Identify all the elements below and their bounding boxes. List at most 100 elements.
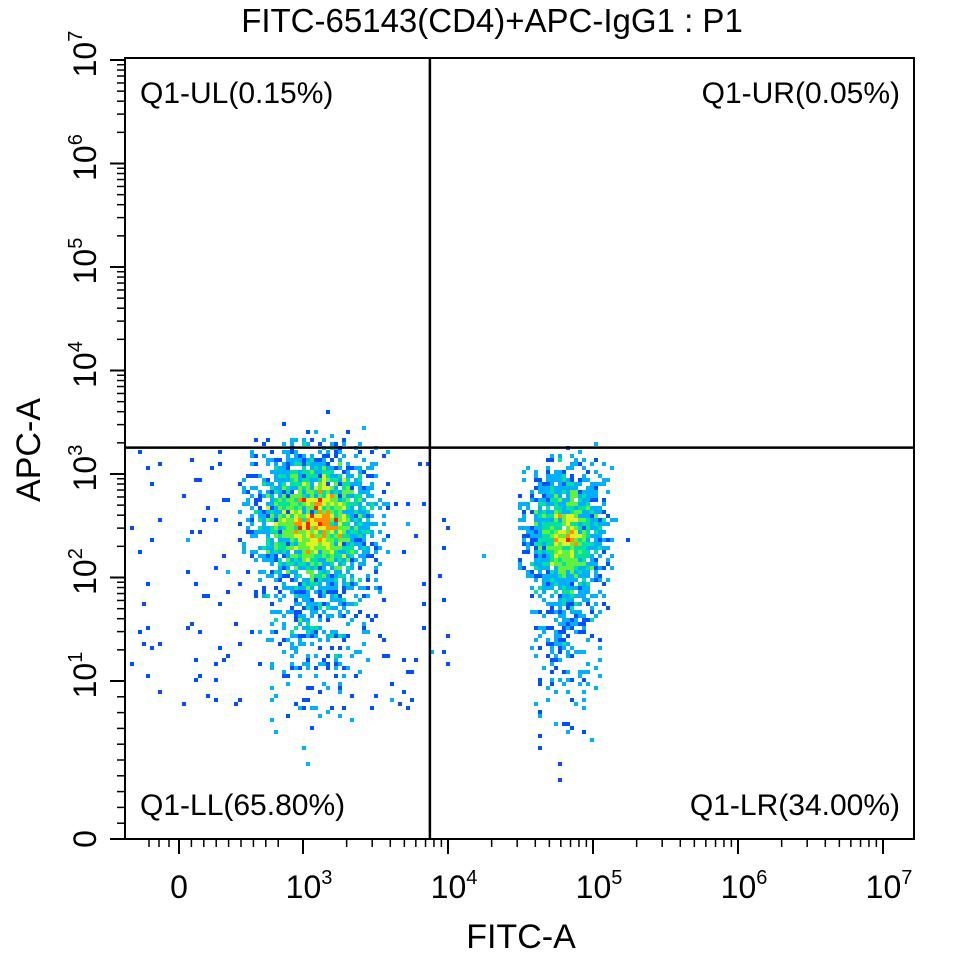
event-dot <box>594 546 598 550</box>
event-dot <box>550 626 554 630</box>
event-dot <box>318 498 322 502</box>
event-dot <box>298 506 302 510</box>
event-dot <box>562 598 566 602</box>
event-dot <box>546 526 550 530</box>
event-dot <box>138 630 142 634</box>
event-dot <box>378 586 382 590</box>
event-dot <box>382 654 386 658</box>
event-dot <box>566 566 570 570</box>
event-dot <box>318 594 322 598</box>
event-dot <box>238 698 242 702</box>
event-dot <box>314 546 318 550</box>
event-dot <box>598 526 602 530</box>
event-dot <box>330 514 334 518</box>
event-dot <box>338 534 342 538</box>
event-dot <box>354 534 358 538</box>
event-dot <box>522 542 526 546</box>
event-dot <box>590 738 594 742</box>
event-dot <box>358 478 362 482</box>
event-dot <box>334 522 338 526</box>
event-dot <box>286 562 290 566</box>
event-dot <box>586 506 590 510</box>
event-dot <box>358 578 362 582</box>
event-dot <box>262 510 266 514</box>
event-dot <box>562 542 566 546</box>
event-dot <box>350 654 354 658</box>
event-dot <box>322 658 326 662</box>
event-dot <box>362 530 366 534</box>
event-dot <box>306 622 310 626</box>
event-dot <box>290 442 294 446</box>
event-dot <box>558 570 562 574</box>
event-dot <box>354 466 358 470</box>
event-dot <box>322 570 326 574</box>
event-dot <box>370 514 374 518</box>
event-dot <box>558 582 562 586</box>
event-dot <box>562 482 566 486</box>
event-dot <box>350 574 354 578</box>
event-dot <box>330 598 334 602</box>
event-dot <box>570 558 574 562</box>
event-dot <box>554 478 558 482</box>
event-dot <box>266 506 270 510</box>
event-dot <box>310 642 314 646</box>
event-dot <box>566 622 570 626</box>
event-dot <box>342 606 346 610</box>
event-dot <box>314 514 318 518</box>
event-dot <box>570 498 574 502</box>
event-dot <box>346 526 350 530</box>
event-dot <box>550 458 554 462</box>
event-dot <box>522 518 526 522</box>
event-dot <box>314 558 318 562</box>
event-dot <box>578 558 582 562</box>
event-dot <box>554 618 558 622</box>
event-dot <box>334 570 338 574</box>
event-dot <box>598 506 602 510</box>
event-dot <box>542 494 546 498</box>
event-dot <box>266 638 270 642</box>
event-dot <box>322 546 326 550</box>
event-dot <box>570 538 574 542</box>
event-dot <box>290 586 294 590</box>
event-dot <box>334 666 338 670</box>
event-dot <box>266 494 270 498</box>
event-dot <box>550 542 554 546</box>
event-dot <box>158 642 162 646</box>
event-dot <box>542 542 546 546</box>
event-dot <box>558 510 562 514</box>
event-dot <box>550 494 554 498</box>
event-dot <box>338 530 342 534</box>
event-dot <box>262 546 266 550</box>
event-dot <box>598 522 602 526</box>
event-dot <box>350 554 354 558</box>
event-dot <box>318 490 322 494</box>
event-dot <box>278 522 282 526</box>
event-dot <box>270 526 274 530</box>
event-dot <box>346 482 350 486</box>
event-dot <box>374 462 378 466</box>
event-dot <box>326 486 330 490</box>
event-dot <box>326 570 330 574</box>
event-dot <box>318 478 322 482</box>
event-dot <box>290 490 294 494</box>
event-dot <box>482 554 486 558</box>
event-dot <box>350 566 354 570</box>
event-dot <box>314 458 318 462</box>
event-dot <box>358 490 362 494</box>
event-dot <box>282 574 286 578</box>
event-dot <box>282 650 286 654</box>
event-dot <box>582 538 586 542</box>
event-dot <box>286 550 290 554</box>
event-dot <box>282 550 286 554</box>
event-dot <box>578 670 582 674</box>
event-dot <box>266 502 270 506</box>
event-dot <box>322 590 326 594</box>
event-dot <box>326 634 330 638</box>
event-dot <box>582 594 586 598</box>
event-dot <box>562 562 566 566</box>
event-dot <box>290 666 294 670</box>
event-dot <box>582 578 586 582</box>
event-dot <box>586 586 590 590</box>
event-dot <box>582 670 586 674</box>
event-dot <box>362 426 366 430</box>
